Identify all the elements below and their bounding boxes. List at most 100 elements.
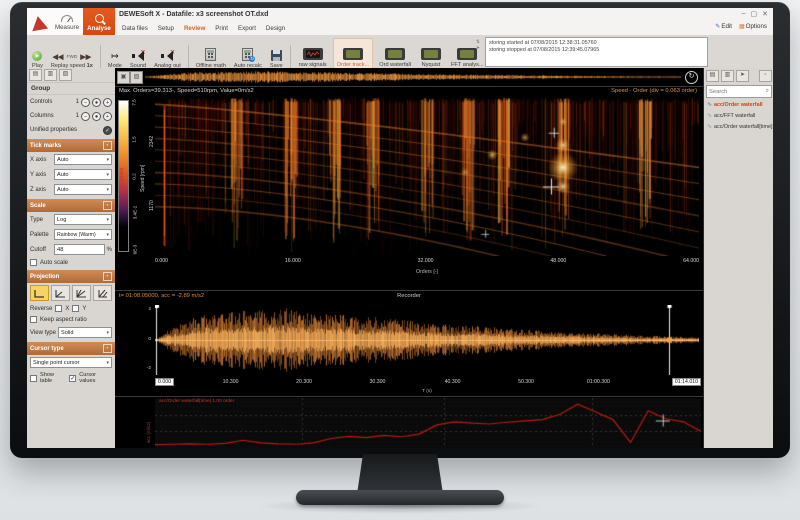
storing-started-line: storing started at 07/08/2015 12:38:31.0… xyxy=(489,40,597,46)
reverse-x-checkbox[interactable] xyxy=(55,305,63,312)
keep-aspect-checkbox[interactable] xyxy=(30,316,37,323)
axis-select[interactable]: Auto ▾ xyxy=(54,154,112,165)
plot-area: ▣ ▨ ↻ Max. Orders=39.313-, Speed=510rpm,… xyxy=(115,68,703,448)
channel-list-item[interactable]: ∿ acc/Order waterfall[time] xyxy=(707,123,773,131)
recorder-x-start-box: 0.000 xyxy=(155,378,174,386)
menu-item[interactable]: Setup xyxy=(157,25,174,32)
pencil-icon: ✎ xyxy=(715,24,721,30)
reverse-y-checkbox[interactable] xyxy=(72,305,80,312)
display-setup-button[interactable]: FFT analys... xyxy=(447,38,488,69)
panel-collapse-icon[interactable]: ▫ xyxy=(759,70,772,82)
updown-icon[interactable]: ⇅ xyxy=(476,39,480,44)
display-setup-button[interactable]: Order track... xyxy=(332,38,374,69)
forward-icon[interactable]: ▶▶ xyxy=(80,54,92,61)
recorder-y-ticks: 2 0 -2 xyxy=(143,307,151,371)
tab-measure[interactable]: Measure xyxy=(51,8,83,38)
controls-dot-button[interactable]: ● xyxy=(92,97,101,107)
save-button[interactable]: Save xyxy=(267,40,286,69)
menu-item[interactable]: Design xyxy=(265,25,286,32)
projection-3d-c-button[interactable] xyxy=(93,285,112,301)
channel-list-item[interactable]: ∿ acc/Order waterfall xyxy=(707,101,763,109)
tab-analyse[interactable]: Analyse xyxy=(83,8,115,38)
display-setup-button[interactable]: raw signals xyxy=(295,38,331,69)
layout-mixed-icon[interactable]: ▧ xyxy=(59,69,72,81)
collapse-icon[interactable]: ▪ xyxy=(103,201,112,210)
divider xyxy=(115,396,703,397)
axis-row: Z axis Auto ▾ xyxy=(27,182,115,197)
auto-scale-checkbox[interactable] xyxy=(30,259,37,266)
projection-3d-b-button[interactable] xyxy=(72,285,91,301)
channel-columns-icon[interactable]: ▥ xyxy=(721,70,734,82)
colorbar-tick: 6E-3 xyxy=(132,244,137,255)
order-waterfall-plot[interactable] xyxy=(155,98,699,256)
edit-button[interactable]: ✎Edit xyxy=(715,23,732,30)
projection-buttons xyxy=(27,283,115,303)
layout-columns-icon[interactable]: ▥ xyxy=(44,69,57,81)
axis-select[interactable]: Auto ▾ xyxy=(54,169,112,180)
controls-minus-button[interactable]: – xyxy=(81,97,90,107)
mode-icon: ↦ xyxy=(111,51,119,61)
cutoff-row: Cutoff % xyxy=(27,242,115,257)
cutoff-input[interactable] xyxy=(54,244,105,255)
channel-pointer-icon[interactable]: ➤ xyxy=(736,70,749,82)
channel-list-item[interactable]: ∿ acc/FFT waterfall xyxy=(707,112,756,120)
window-title: DEWESoft X - Datafile: x3 screenshot OT.… xyxy=(119,11,269,18)
close-button[interactable]: ✕ xyxy=(762,11,768,18)
channel-search[interactable]: ⌕ xyxy=(706,85,772,98)
auto-recalc-button[interactable]: ↻ Auto recalc xyxy=(231,40,265,69)
maximize-button[interactable]: ▢ xyxy=(750,11,758,18)
display-setup-button[interactable]: Ord waterfall xyxy=(375,38,415,69)
sound-button[interactable]: ✕ Sound xyxy=(129,50,147,69)
minimize-button[interactable]: – xyxy=(741,10,746,17)
waterfall-cursor-readout: Max. Orders=39.313-, Speed=510rpm, Value… xyxy=(119,88,254,94)
storing-stopped-line: storing stopped at 07/08/2015 12:39:45.0… xyxy=(489,47,600,53)
analog-out-button[interactable]: ✕ Analog out xyxy=(154,50,181,69)
recorder-waveform-plot[interactable] xyxy=(155,305,699,375)
toolbar-separator xyxy=(99,45,101,69)
menu-item[interactable]: Data files xyxy=(122,25,148,32)
order-chart-y-label: acc (m/s2) xyxy=(146,421,151,443)
display-setup-button[interactable]: Nyquist xyxy=(417,38,445,69)
play-button[interactable]: ▶ Play xyxy=(32,51,43,69)
floppy-icon xyxy=(270,50,282,61)
search-input[interactable] xyxy=(709,88,755,95)
offline-math-button[interactable]: Offline math xyxy=(193,40,229,69)
rewind-icon[interactable]: ◀◀ xyxy=(52,54,64,61)
show-table-checkbox[interactable] xyxy=(30,374,37,382)
overview-zoom-icon[interactable]: ▣ xyxy=(117,71,130,84)
layout-rows-icon[interactable]: ▤ xyxy=(29,69,42,81)
reset-zoom-icon[interactable]: ↻ xyxy=(685,71,698,84)
recorder-x-axis-label: T (s) xyxy=(422,389,432,394)
collapse-icon[interactable]: ▪ xyxy=(103,272,112,281)
options-button[interactable]: ▦Options xyxy=(739,23,767,30)
collapse-icon[interactable]: ▪ xyxy=(103,344,112,353)
projection-2d-button[interactable] xyxy=(30,285,49,301)
magnifier-icon xyxy=(94,14,104,23)
channel-list-icon[interactable]: ▤ xyxy=(706,70,719,82)
menu-item[interactable]: Print xyxy=(215,25,229,32)
columns-dot-button[interactable]: ● xyxy=(92,111,101,121)
scale-type-select[interactable]: Log ▾ xyxy=(54,214,112,225)
cursor-type-select[interactable]: Single point cursor ▾ xyxy=(30,357,112,368)
mode-button[interactable]: ↦ Mode xyxy=(107,51,122,69)
view-type-select[interactable]: Solid ▾ xyxy=(58,327,112,338)
replay-speed-control[interactable]: ◀◀ FWD ▶▶ Replay speed 1x xyxy=(50,54,93,69)
signal-overview-strip[interactable] xyxy=(145,70,681,84)
order-extraction-plot[interactable] xyxy=(155,398,701,448)
menu-item[interactable]: Review xyxy=(183,25,206,32)
palette-select[interactable]: Rainbow (Warm) ▾ xyxy=(54,229,112,240)
cursor-values-checkbox[interactable]: ✓ xyxy=(69,374,77,382)
collapse-icon[interactable]: ▪ xyxy=(103,141,112,150)
controls-plus-button[interactable]: + xyxy=(103,97,112,107)
columns-minus-button[interactable]: – xyxy=(81,111,90,121)
menu-item[interactable]: Export xyxy=(238,25,256,32)
columns-plus-button[interactable]: + xyxy=(103,111,112,121)
overview-pan-icon[interactable]: ▨ xyxy=(130,71,143,84)
replay-speed-value: 1x xyxy=(86,63,93,69)
pointer-icon[interactable]: ➤ xyxy=(476,45,480,50)
unified-properties-toggle[interactable]: ✓ xyxy=(103,125,112,135)
cursor-type-section-header: Cursor type ▪ xyxy=(27,342,115,355)
axis-select[interactable]: Auto ▾ xyxy=(54,184,112,195)
palette-row: Palette Rainbow (Warm) ▾ xyxy=(27,227,115,242)
projection-3d-a-button[interactable] xyxy=(51,285,70,301)
